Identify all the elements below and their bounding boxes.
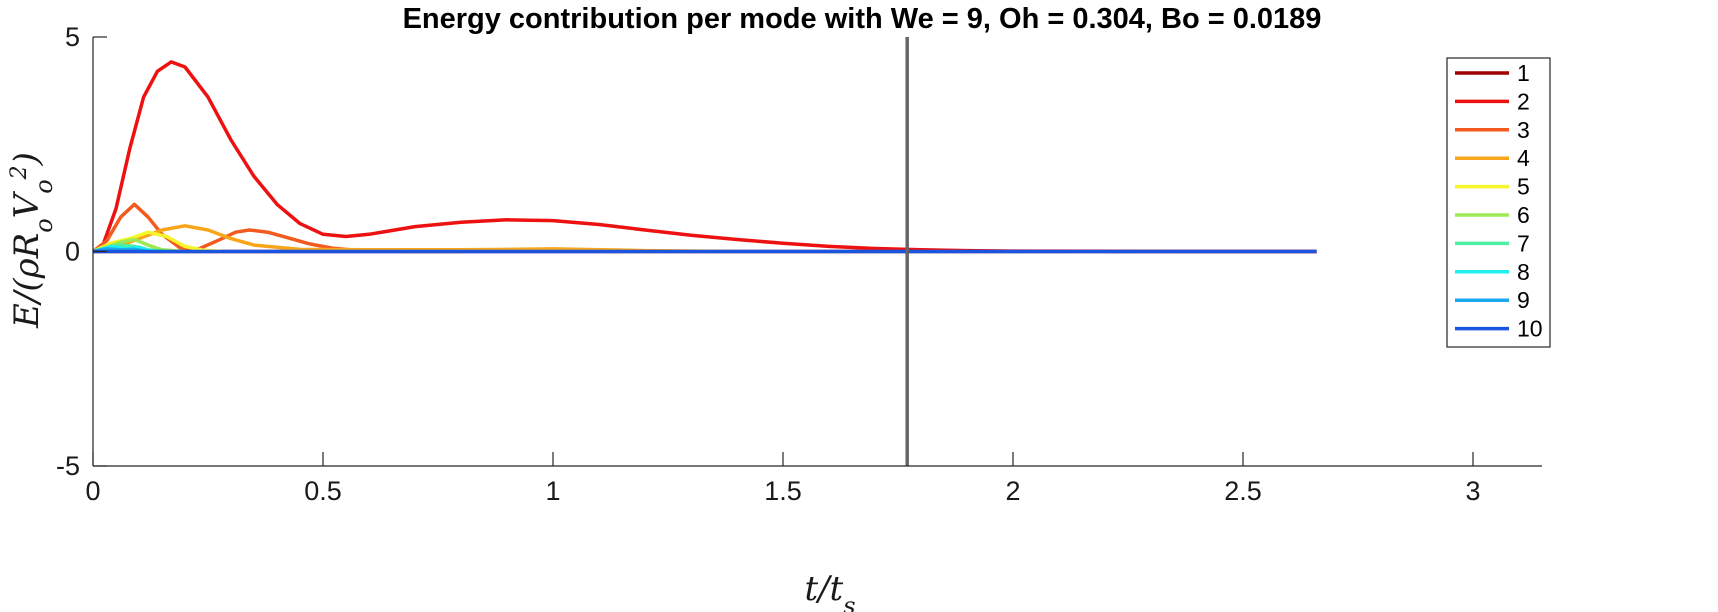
- axes: [92, 36, 1542, 467]
- x-tick-label: 3: [1465, 476, 1480, 506]
- series-line-4: [92, 224, 738, 254]
- x-tick-label: 2: [1005, 476, 1020, 506]
- legend-label: 10: [1517, 316, 1543, 342]
- legend-label: 5: [1517, 174, 1530, 200]
- y-tick-label: -5: [56, 451, 80, 481]
- series-layer: [91, 60, 1317, 254]
- x-tick-label: 1.5: [764, 476, 802, 506]
- x-tick-label: 2.5: [1224, 476, 1262, 506]
- legend-label: 6: [1517, 202, 1530, 228]
- x-axis-label: t/ts: [804, 569, 855, 612]
- legend-label: 9: [1517, 287, 1530, 313]
- legend-label: 3: [1517, 117, 1530, 143]
- legend-label: 7: [1517, 230, 1530, 256]
- legend-label: 8: [1517, 259, 1530, 285]
- legend-label: 1: [1517, 60, 1530, 86]
- x-tick-label: 0.5: [304, 476, 342, 506]
- chart-title: Energy contribution per mode with We = 9…: [403, 3, 1322, 35]
- series-line-5: [92, 230, 222, 254]
- legend-label: 2: [1517, 88, 1530, 114]
- tick-labels: 0 0.5 1 1.5 2 2.5 3-505: [56, 22, 1481, 506]
- x-tick-label: 1: [545, 476, 560, 506]
- legend-label: 4: [1517, 145, 1530, 171]
- y-tick-label: 5: [65, 22, 80, 52]
- legend: 12 34 567 89 10: [1446, 57, 1551, 348]
- x-tick-label: 0: [85, 476, 100, 506]
- y-axis-label: E/(ρRoVo2): [7, 152, 59, 329]
- y-tick-label: 0: [65, 237, 80, 267]
